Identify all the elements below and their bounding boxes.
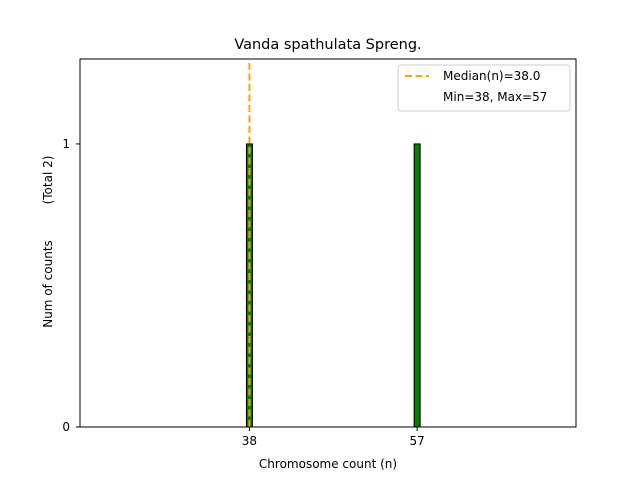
y-tick-label: 1 xyxy=(62,137,70,151)
bar-57 xyxy=(413,143,421,428)
y-axis-label: Num of counts xyxy=(41,240,55,328)
x-axis-label: Chromosome count (n) xyxy=(259,457,397,471)
legend: Median(n)=38.0 Min=38, Max=57 xyxy=(397,64,571,112)
chart-title: Vanda spathulata Spreng. xyxy=(234,37,421,53)
plot-frame xyxy=(79,58,577,428)
x-tick-label: 57 xyxy=(409,434,424,448)
x-tick-label: 38 xyxy=(242,434,257,448)
legend-minmax-label: Min=38, Max=57 xyxy=(443,90,547,104)
y-tick-label: 0 xyxy=(62,420,70,434)
legend-frame xyxy=(397,64,571,112)
y-axis-total-label: (Total 2) xyxy=(41,156,55,205)
legend-median-label: Median(n)=38.0 xyxy=(443,69,540,83)
